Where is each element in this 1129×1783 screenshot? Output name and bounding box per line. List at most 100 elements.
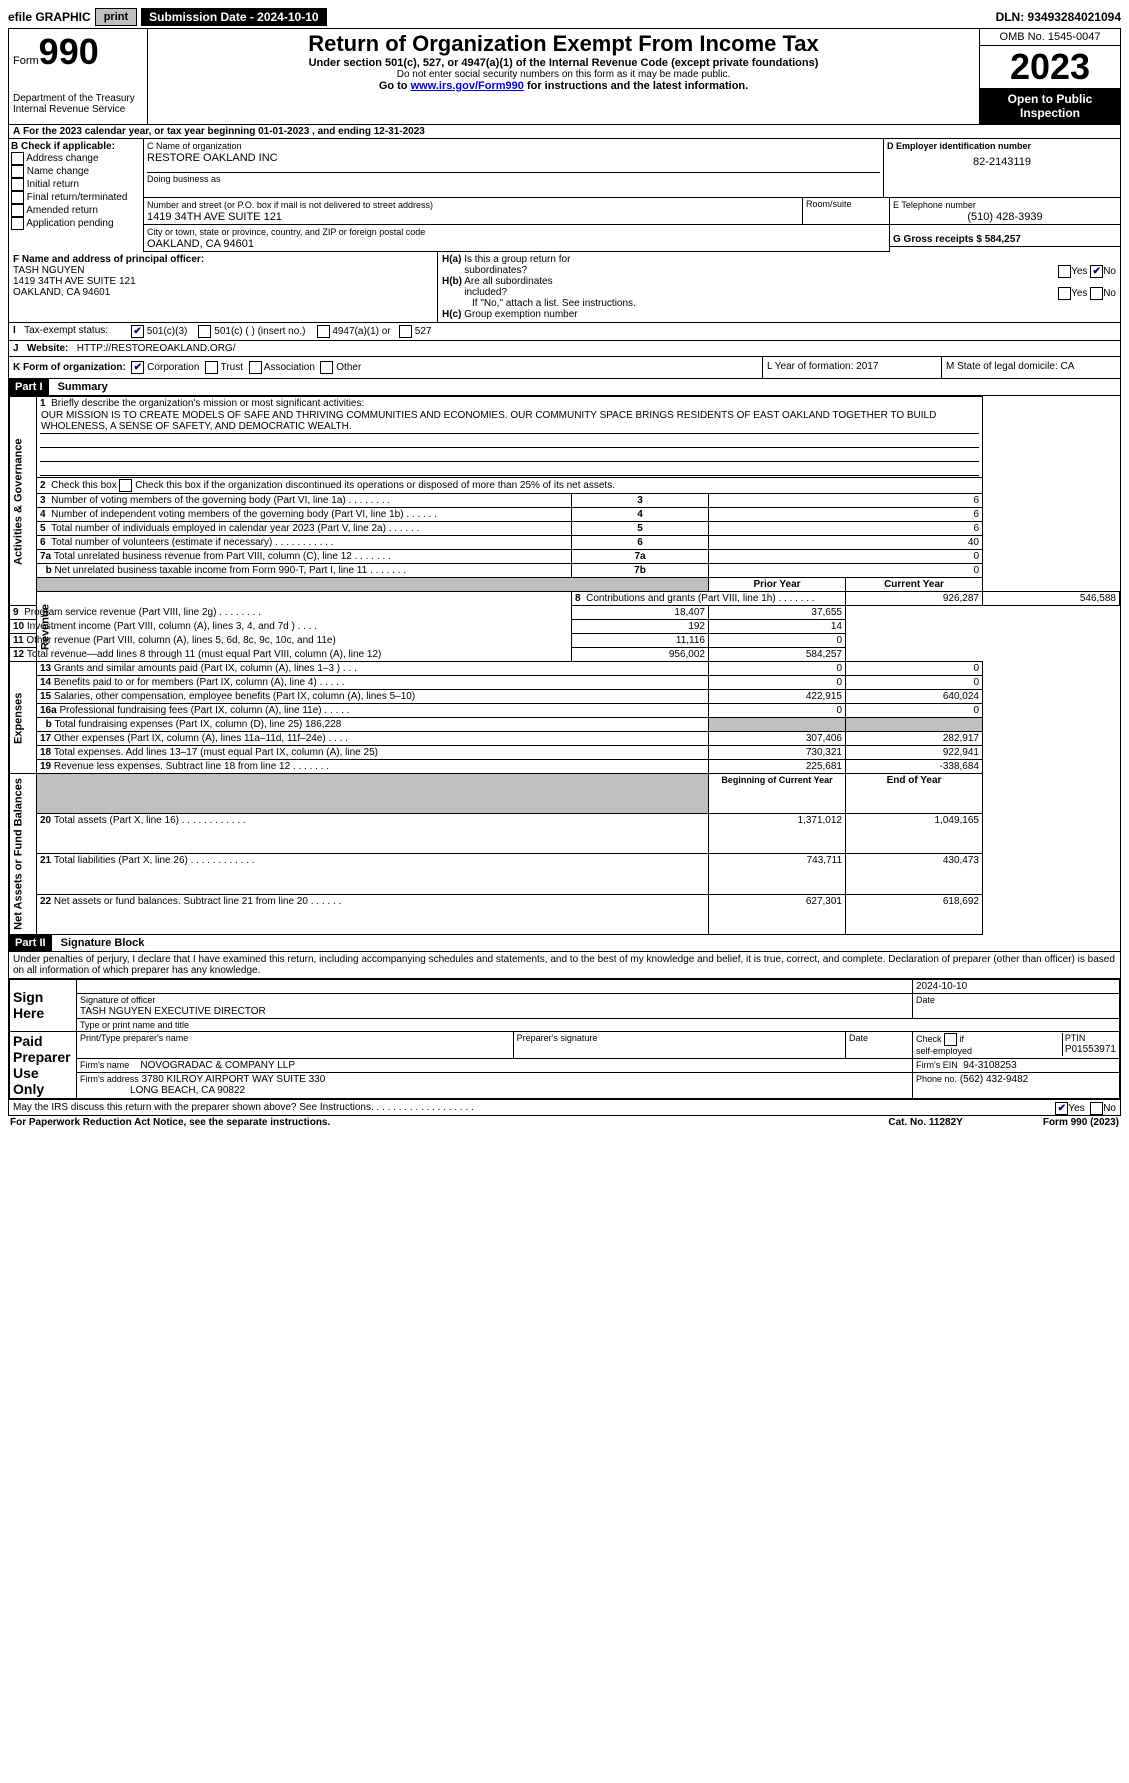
checkbox-application-pending[interactable] (11, 217, 24, 230)
officer-signature: TASH NGUYEN EXECUTIVE DIRECTOR (80, 1006, 266, 1017)
section-e-label: E Telephone number (893, 200, 976, 210)
checkbox-name-change[interactable] (11, 165, 24, 178)
dba-label: Doing business as (147, 172, 880, 184)
tax-year-line: A For the 2023 calendar year, or tax yea… (9, 125, 1120, 139)
checkbox-address-change[interactable] (11, 152, 24, 165)
checkbox-amended[interactable] (11, 204, 24, 217)
firm-phone: (562) 432-9482 (960, 1074, 1028, 1085)
perjury-statement: Under penalties of perjury, I declare th… (9, 952, 1120, 979)
inspection-label: Open to Public Inspection (980, 88, 1120, 124)
table-row: 19 Revenue less expenses. Subtract line … (10, 760, 1120, 774)
checkbox-trust[interactable] (205, 361, 218, 374)
table-row: 14 Benefits paid to or for members (Part… (10, 676, 1120, 690)
table-row: b Total fundraising expenses (Part IX, c… (10, 718, 1120, 732)
city-state-zip: OAKLAND, CA 94601 (147, 238, 254, 250)
omb-number: OMB No. 1545-0047 (980, 29, 1120, 46)
part1-title: Summary (52, 379, 114, 395)
sig-date: 2024-10-10 (913, 979, 1120, 993)
officer-addr1: 1419 34TH AVE SUITE 121 (13, 276, 136, 287)
footer-form: Form 990 (2023) (1043, 1117, 1119, 1128)
vert-governance: Activities & Governance (10, 397, 37, 606)
ptin: P01553971 (1065, 1044, 1116, 1055)
firm-ein: 94-3108253 (963, 1060, 1016, 1071)
section-c-label: C Name of organization (147, 141, 242, 151)
ha-no[interactable] (1090, 265, 1103, 278)
hb-note: If "No," attach a list. See instructions… (442, 298, 1116, 309)
table-row: b Net unrelated business taxable income … (10, 564, 1120, 578)
website: HTTP://RESTOREOAKLAND.ORG/ (77, 343, 236, 354)
table-row: 3 Number of voting members of the govern… (10, 494, 1120, 508)
submission-date: Submission Date - 2024-10-10 (141, 8, 326, 26)
checkbox-self-employed[interactable] (944, 1033, 957, 1046)
mission-text: OUR MISSION IS TO CREATE MODELS OF SAFE … (40, 409, 979, 434)
irs-label: Internal Revenue Service (13, 104, 143, 115)
discuss-no[interactable] (1090, 1102, 1103, 1115)
checkbox-corp[interactable] (131, 361, 144, 374)
part2-title: Signature Block (55, 935, 151, 951)
checkbox-501c3[interactable] (131, 325, 144, 338)
org-name: RESTORE OAKLAND INC (147, 152, 278, 164)
table-row: 4 Number of independent voting members o… (10, 508, 1120, 522)
room-suite-label: Room/suite (803, 198, 889, 224)
table-row: 17 Other expenses (Part IX, column (A), … (10, 732, 1120, 746)
goto-prefix: Go to (379, 80, 411, 92)
table-row: 18 Total expenses. Add lines 13–17 (must… (10, 746, 1120, 760)
table-row: 6 Total number of volunteers (estimate i… (10, 536, 1120, 550)
checkbox-501c[interactable] (198, 325, 211, 338)
dept-treasury: Department of the Treasury (13, 93, 143, 104)
goto-suffix: for instructions and the latest informat… (524, 80, 748, 92)
table-row: 5 Total number of individuals employed i… (10, 522, 1120, 536)
discuss-question: May the IRS discuss this return with the… (13, 1102, 374, 1113)
checkbox-assoc[interactable] (249, 361, 262, 374)
section-b-label: B Check if applicable: (11, 141, 115, 152)
checkbox-discontinued[interactable] (119, 479, 132, 492)
firm-addr2: LONG BEACH, CA 90822 (130, 1085, 245, 1096)
table-row: 22 Net assets or fund balances. Subtract… (10, 894, 1120, 934)
sign-here-label: Sign Here (10, 979, 77, 1031)
state-domicile: M State of legal domicile: CA (942, 357, 1120, 378)
firm-addr1: 3780 KILROY AIRPORT WAY SUITE 330 (142, 1074, 326, 1085)
section-f-label: F Name and address of principal officer: (13, 254, 204, 265)
street-address: 1419 34TH AVE SUITE 121 (147, 211, 282, 223)
tax-year: 2023 (980, 46, 1120, 88)
form-label: Form (13, 55, 39, 67)
hb-yes[interactable] (1058, 287, 1071, 300)
checkbox-initial-return[interactable] (11, 178, 24, 191)
table-row: 7a Total unrelated business revenue from… (10, 550, 1120, 564)
table-row: 15 Salaries, other compensation, employe… (10, 690, 1120, 704)
table-row: 16a Professional fundraising fees (Part … (10, 704, 1120, 718)
dln: DLN: 93493284021094 (996, 10, 1121, 24)
gross-receipts: G Gross receipts $ 584,257 (893, 234, 1021, 245)
efile-label: efile GRAPHIC (8, 10, 91, 24)
table-row: 20 Total assets (Part X, line 16) . . . … (10, 814, 1120, 854)
checkbox-other[interactable] (320, 361, 333, 374)
city-label: City or town, state or province, country… (147, 227, 425, 237)
phone: (510) 428-3939 (893, 211, 1117, 223)
form-990: Form990 Department of the Treasury Inter… (8, 28, 1121, 1116)
hb-no[interactable] (1090, 287, 1103, 300)
cat-no: Cat. No. 11282Y (888, 1117, 962, 1128)
addr-label: Number and street (or P.O. box if mail i… (147, 200, 433, 210)
form-title: Return of Organization Exempt From Incom… (150, 31, 977, 57)
checkbox-final-return[interactable] (11, 191, 24, 204)
ein: 82-2143119 (887, 152, 1117, 172)
checkbox-527[interactable] (399, 325, 412, 338)
discuss-yes[interactable] (1055, 1102, 1068, 1115)
checkbox-4947[interactable] (317, 325, 330, 338)
year-formation: L Year of formation: 2017 (763, 357, 942, 378)
form-subtitle: Under section 501(c), 527, or 4947(a)(1)… (150, 57, 977, 69)
form-number: 990 (39, 31, 99, 72)
ssn-warning: Do not enter social security numbers on … (150, 69, 977, 80)
irs-link[interactable]: www.irs.gov/Form990 (411, 80, 524, 92)
ha-yes[interactable] (1058, 265, 1071, 278)
paperwork-notice: For Paperwork Reduction Act Notice, see … (10, 1117, 330, 1128)
vert-expenses: Expenses (10, 662, 37, 774)
top-bar: efile GRAPHIC print Submission Date - 20… (8, 8, 1121, 26)
section-d-label: D Employer identification number (887, 141, 1031, 151)
firm-name: NOVOGRADAC & COMPANY LLP (140, 1060, 295, 1071)
officer-addr2: OAKLAND, CA 94601 (13, 287, 110, 298)
print-button[interactable]: print (95, 8, 137, 26)
table-row: 21 Total liabilities (Part X, line 26) .… (10, 854, 1120, 894)
part2-header: Part II (9, 935, 52, 951)
officer-name: TASH NGUYEN (13, 265, 85, 276)
